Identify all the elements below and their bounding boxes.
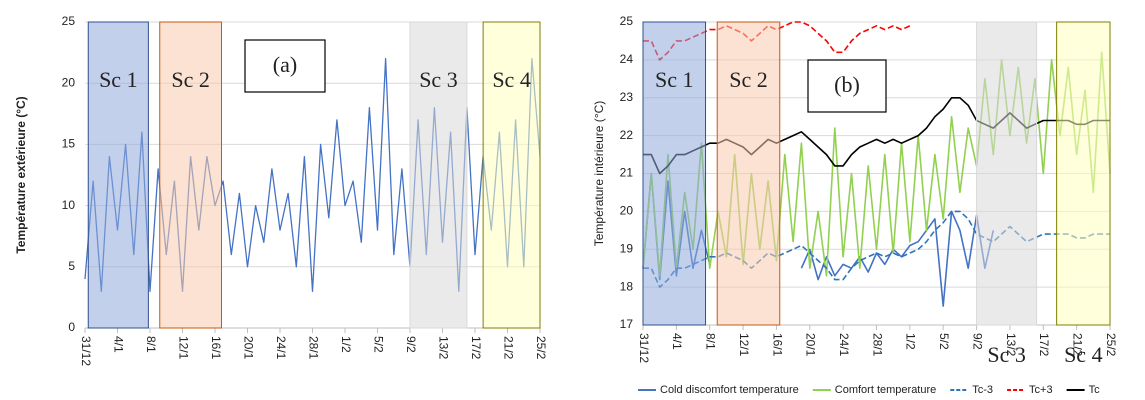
annotation: (b) <box>834 72 860 97</box>
series-line <box>84 58 541 292</box>
scenario-label: Sc 1 <box>655 67 694 92</box>
annotation-box <box>807 59 887 113</box>
y-tick-label: 20 <box>620 204 634 218</box>
x-tick-label: 31/12 <box>637 333 651 363</box>
y-tick-label: 17 <box>620 317 634 331</box>
x-tick-label: 20/1 <box>241 336 255 360</box>
scenario-label: Sc 3 <box>419 67 458 92</box>
y-tick-label: 19 <box>620 241 634 255</box>
scenario-label: Sc 2 <box>729 67 768 92</box>
x-tick-label: 25/2 <box>534 336 548 360</box>
scenario-region <box>87 21 149 329</box>
x-tick-label: 24/1 <box>837 333 851 357</box>
y-tick-label: 23 <box>620 90 634 104</box>
scenario-region <box>409 21 468 329</box>
scenario-region <box>159 21 222 329</box>
x-tick-label: 5/2 <box>371 336 385 353</box>
x-tick-label: 4/1 <box>670 333 684 350</box>
legend-label: Tc-3 <box>972 384 993 396</box>
annotation-box <box>244 39 326 93</box>
x-tick-label: 9/2 <box>970 333 984 350</box>
legend-label: Tc+3 <box>1029 384 1053 396</box>
y-tick-label: 21 <box>620 166 634 180</box>
x-tick-label: 8/1 <box>704 333 718 350</box>
x-tick-label: 28/1 <box>870 333 884 357</box>
scenario-region <box>976 21 1038 326</box>
x-tick-label: 13/2 <box>1004 333 1018 357</box>
x-tick-label: 5/2 <box>937 333 951 350</box>
y-tick-label: 24 <box>620 52 634 66</box>
x-tick-label: 12/1 <box>737 333 751 357</box>
legend-label: Cold discomfort temperature <box>660 384 799 396</box>
scenario-region <box>482 21 541 329</box>
x-tick-label: 21/2 <box>501 336 515 360</box>
y-tick-label: 0 <box>68 320 75 334</box>
x-tick-label: 17/2 <box>469 336 483 360</box>
y-tick-label: 25 <box>620 14 634 28</box>
y-tick-label: 22 <box>620 128 634 142</box>
scenario-region <box>1056 21 1111 326</box>
scenario-region <box>642 21 707 326</box>
x-tick-label: 31/12 <box>79 336 93 366</box>
y-tick-label: 20 <box>62 75 76 89</box>
legend-label: Tc <box>1089 384 1101 396</box>
y-tick-label: 5 <box>68 259 75 273</box>
y-axis-label: Température extérieure (°C) <box>14 96 28 253</box>
x-tick-label: 13/2 <box>436 336 450 360</box>
x-tick-label: 9/2 <box>404 336 418 353</box>
scenario-region <box>716 21 781 326</box>
y-tick-label: 18 <box>620 279 634 293</box>
x-tick-label: 4/1 <box>111 336 125 353</box>
scenario-label: Sc 4 <box>492 67 531 92</box>
x-tick-label: 16/1 <box>209 336 223 360</box>
x-tick-label: 8/1 <box>144 336 158 353</box>
x-tick-label: 17/2 <box>1037 333 1051 357</box>
y-tick-label: 10 <box>62 198 76 212</box>
y-axis-label: Température intérieure (°C) <box>592 101 606 247</box>
x-tick-label: 25/2 <box>1104 333 1118 357</box>
x-tick-label: 1/2 <box>904 333 918 350</box>
x-tick-label: 16/1 <box>770 333 784 357</box>
x-tick-label: 28/1 <box>306 336 320 360</box>
x-tick-label: 1/2 <box>339 336 353 353</box>
scenario-label: Sc 3 <box>987 342 1026 367</box>
x-tick-label: 24/1 <box>274 336 288 360</box>
x-tick-label: 20/1 <box>804 333 818 357</box>
annotation: (a) <box>273 52 297 77</box>
scenario-label: Sc 1 <box>99 67 138 92</box>
x-tick-label: 21/2 <box>1070 333 1084 357</box>
y-tick-label: 25 <box>62 14 76 28</box>
y-tick-label: 15 <box>62 137 76 151</box>
x-tick-label: 12/1 <box>176 336 190 360</box>
scenario-label: Sc 4 <box>1064 342 1103 367</box>
scenario-label: Sc 2 <box>171 67 210 92</box>
legend-label: Comfort temperature <box>835 384 936 396</box>
